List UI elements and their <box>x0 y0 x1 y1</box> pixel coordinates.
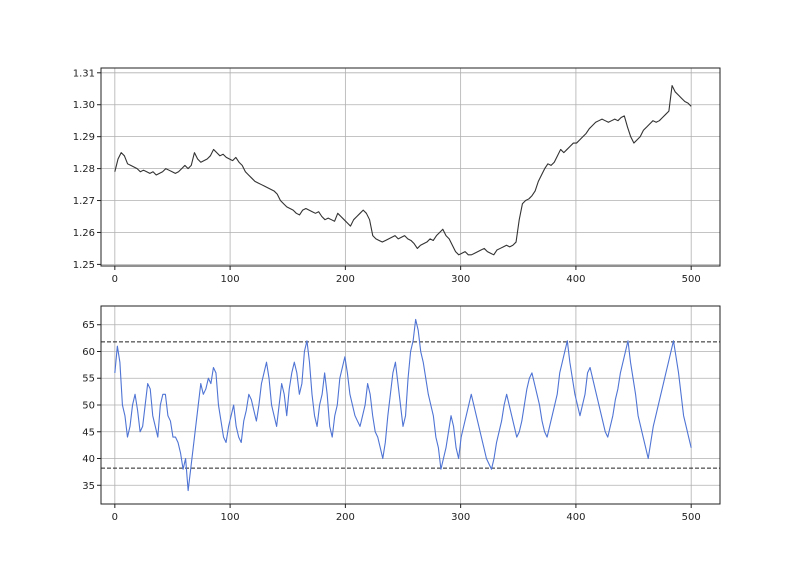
y-tick-label: 60 <box>82 347 95 358</box>
price-panel: 0 100 200 300 400 500 1.25 1.26 1.27 1.28 1.29 1.30… <box>73 67 721 285</box>
y-tick-label: 1.25 <box>73 260 95 271</box>
x-tick-label: 200 <box>336 274 355 285</box>
y-tick-label: 35 <box>82 481 95 492</box>
y-tick-label: 1.26 <box>73 228 95 239</box>
x-tick-label: 300 <box>451 274 470 285</box>
y-tick-label: 45 <box>82 427 95 438</box>
series-line <box>114 85 692 256</box>
y-tick-label: 55 <box>82 374 95 385</box>
x-tick-label: 200 <box>336 512 355 523</box>
y-tick-label: 65 <box>82 320 95 331</box>
y-tick-label: 1.29 <box>73 132 95 143</box>
y-tick-label: 1.30 <box>73 100 95 111</box>
series-line <box>114 318 692 492</box>
x-tick-label: 500 <box>682 274 701 285</box>
y-tick-label: 1.27 <box>73 196 95 207</box>
x-tick-label: 100 <box>221 274 240 285</box>
axes-frame <box>100 67 721 267</box>
x-tick-label: 300 <box>451 512 470 523</box>
y-tick-label: 1.28 <box>73 164 95 175</box>
x-tick-label: 100 <box>221 512 240 523</box>
y-tick-label: 40 <box>82 454 95 465</box>
y-tick-label: 50 <box>82 401 95 412</box>
y-tick-label: 1.31 <box>73 68 95 79</box>
x-tick-label: 0 <box>112 274 118 285</box>
oscillator-panel: 0 100 200 300 400 500 35 40 45 50 55 60 65 <box>82 305 721 523</box>
x-tick-label: 500 <box>682 512 701 523</box>
x-tick-label: 400 <box>566 512 585 523</box>
x-tick-label: 0 <box>112 512 118 523</box>
x-tick-label: 400 <box>566 274 585 285</box>
